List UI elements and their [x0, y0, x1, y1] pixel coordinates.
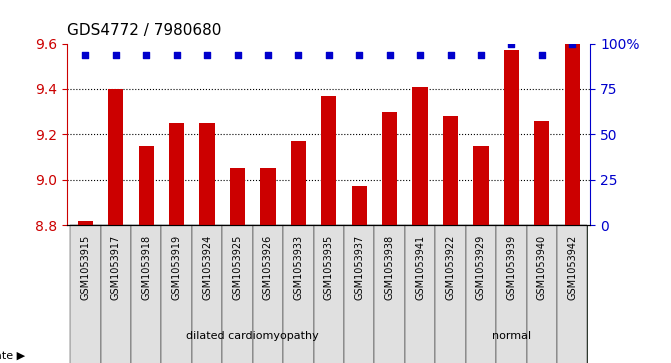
- Bar: [466, 225, 496, 363]
- Point: [202, 52, 213, 58]
- Bar: [222, 225, 253, 363]
- Point: [141, 52, 152, 58]
- Bar: [260, 168, 276, 225]
- Bar: [564, 44, 580, 225]
- Point: [323, 52, 334, 58]
- Bar: [78, 221, 93, 225]
- Bar: [162, 225, 192, 363]
- Bar: [321, 96, 336, 225]
- Text: GDS4772 / 7980680: GDS4772 / 7980680: [67, 23, 221, 38]
- Text: dilated cardiomyopathy: dilated cardiomyopathy: [187, 331, 319, 341]
- Point: [536, 52, 547, 58]
- Bar: [374, 225, 405, 363]
- Bar: [253, 225, 283, 363]
- Point: [415, 52, 425, 58]
- Bar: [169, 123, 185, 225]
- Point: [262, 52, 273, 58]
- Bar: [230, 168, 245, 225]
- Bar: [131, 225, 162, 363]
- Bar: [527, 225, 557, 363]
- Bar: [291, 141, 306, 225]
- Point: [476, 52, 486, 58]
- Point: [506, 41, 517, 46]
- Bar: [283, 225, 313, 363]
- Bar: [108, 89, 123, 225]
- Bar: [192, 225, 222, 363]
- Point: [445, 52, 456, 58]
- Bar: [443, 116, 458, 225]
- Bar: [435, 225, 587, 363]
- Bar: [199, 123, 215, 225]
- Point: [567, 41, 578, 46]
- Point: [293, 52, 304, 58]
- Bar: [405, 225, 435, 363]
- Bar: [352, 187, 367, 225]
- Bar: [382, 111, 397, 225]
- Point: [384, 52, 395, 58]
- Text: disease state ▶: disease state ▶: [0, 351, 25, 361]
- Bar: [70, 225, 435, 363]
- Bar: [473, 146, 488, 225]
- Point: [111, 52, 121, 58]
- Bar: [70, 225, 101, 363]
- Point: [354, 52, 364, 58]
- Text: normal: normal: [492, 331, 531, 341]
- Point: [232, 52, 243, 58]
- Bar: [139, 146, 154, 225]
- Bar: [344, 225, 374, 363]
- Bar: [534, 121, 550, 225]
- Point: [171, 52, 182, 58]
- Bar: [504, 50, 519, 225]
- Bar: [413, 87, 427, 225]
- Bar: [496, 225, 527, 363]
- Bar: [435, 225, 466, 363]
- Point: [80, 52, 91, 58]
- Bar: [313, 225, 344, 363]
- Bar: [101, 225, 131, 363]
- Bar: [557, 225, 587, 363]
